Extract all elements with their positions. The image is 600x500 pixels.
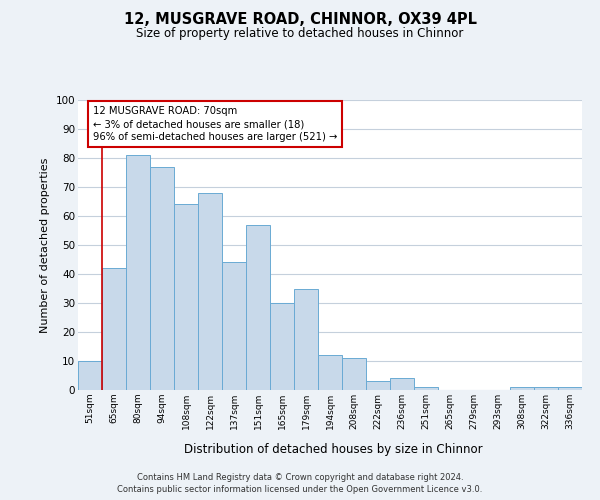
Bar [198,193,222,390]
Bar [150,166,174,390]
Bar [246,224,270,390]
Text: Contains public sector information licensed under the Open Government Licence v3: Contains public sector information licen… [118,485,482,494]
Bar [414,387,438,390]
Bar [102,268,126,390]
Bar [534,387,558,390]
Bar [318,355,342,390]
Bar [558,387,582,390]
Bar [222,262,246,390]
Bar [270,303,294,390]
Bar [126,155,150,390]
Text: 12, MUSGRAVE ROAD, CHINNOR, OX39 4PL: 12, MUSGRAVE ROAD, CHINNOR, OX39 4PL [124,12,476,28]
Bar [174,204,198,390]
Text: Distribution of detached houses by size in Chinnor: Distribution of detached houses by size … [184,442,482,456]
Text: 12 MUSGRAVE ROAD: 70sqm
← 3% of detached houses are smaller (18)
96% of semi-det: 12 MUSGRAVE ROAD: 70sqm ← 3% of detached… [93,106,337,142]
Bar [294,288,318,390]
Text: Size of property relative to detached houses in Chinnor: Size of property relative to detached ho… [136,28,464,40]
Bar [342,358,366,390]
Bar [390,378,414,390]
Y-axis label: Number of detached properties: Number of detached properties [40,158,50,332]
Text: Contains HM Land Registry data © Crown copyright and database right 2024.: Contains HM Land Registry data © Crown c… [137,472,463,482]
Bar [366,382,390,390]
Bar [78,361,102,390]
Bar [510,387,534,390]
